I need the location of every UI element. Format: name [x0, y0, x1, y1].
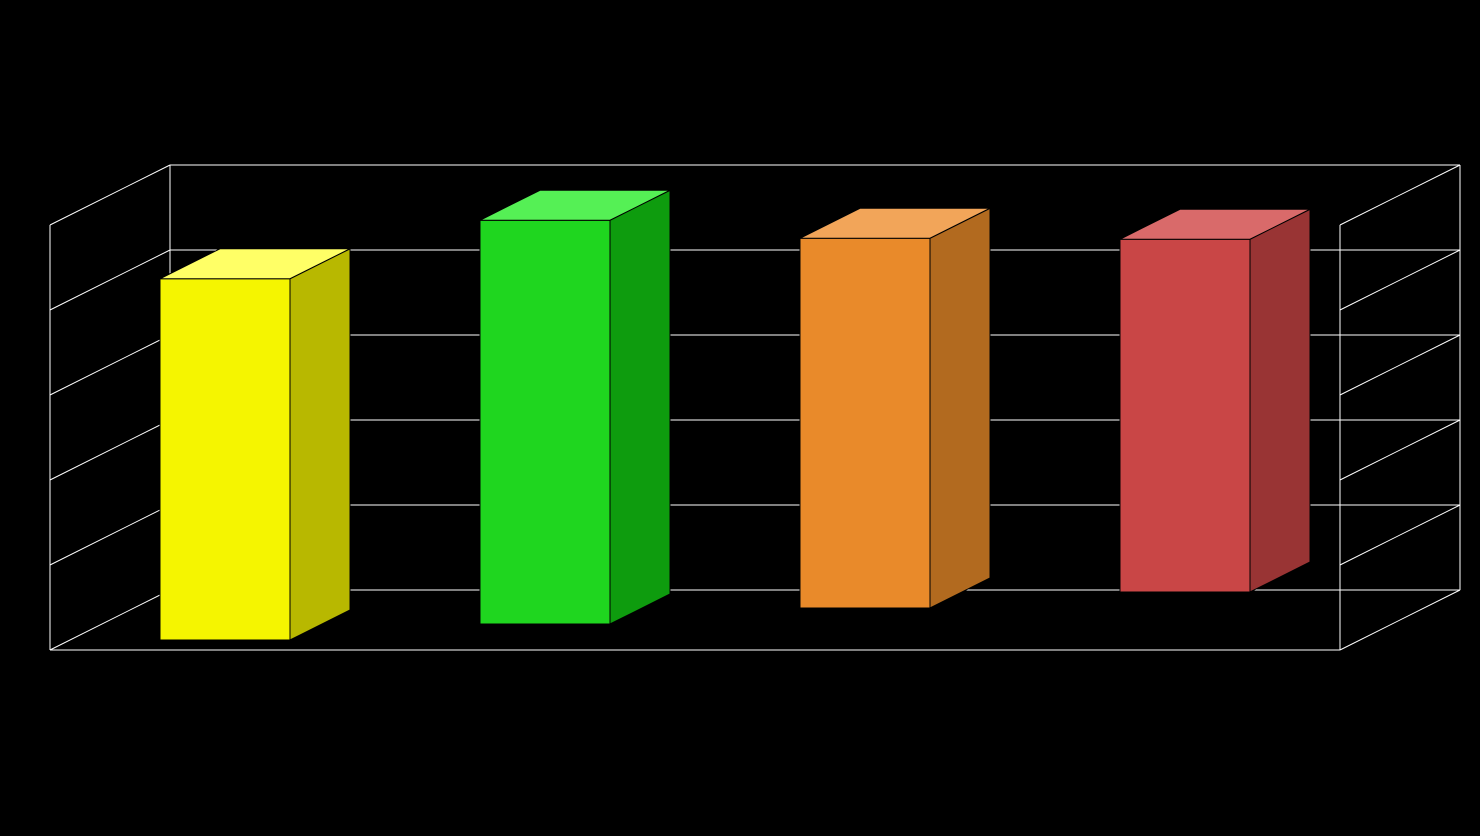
bars-group	[160, 190, 1310, 640]
bar-4	[1120, 209, 1310, 592]
bar-1	[160, 249, 350, 640]
bar-chart-3d	[0, 0, 1480, 836]
bar-3	[800, 208, 990, 608]
bar-2	[480, 190, 670, 624]
